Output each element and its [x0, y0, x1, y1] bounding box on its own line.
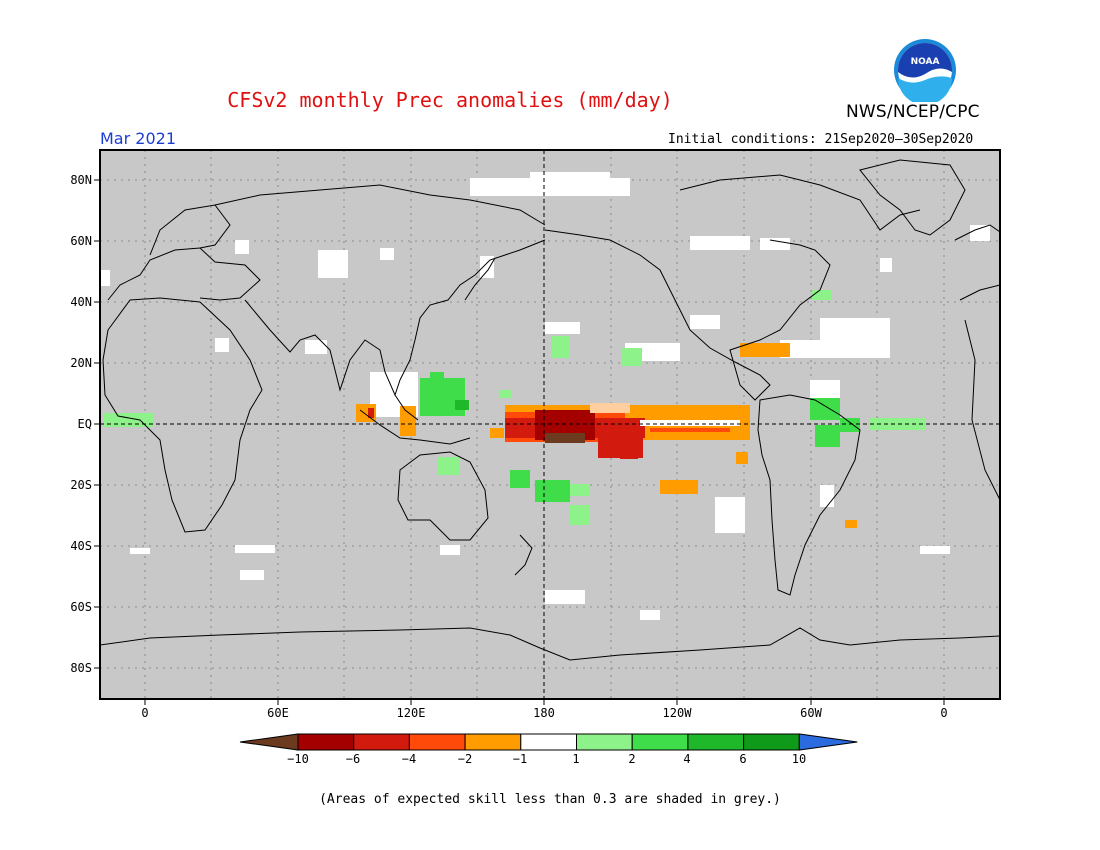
colorbar-label-2: 2	[628, 752, 636, 766]
lat-label-80n: 80N	[70, 173, 92, 187]
colorbar-arrow-high	[798, 733, 858, 751]
noaa-logo-text: NOAA	[911, 57, 940, 67]
lat-label-60s: 60S	[70, 600, 92, 614]
lat-label-eq: EQ	[77, 417, 92, 431]
colorbar-swatch	[743, 733, 800, 751]
colorbar-swatch	[297, 733, 355, 751]
lon-label-60w: 60W	[800, 706, 822, 720]
colorbar-label-neg2: −2	[457, 752, 473, 766]
lon-label-0: 0	[141, 706, 149, 720]
chart-title: CFSv2 monthly Prec anomalies (mm/day)	[227, 88, 673, 112]
month-label: Mar 2021	[100, 129, 176, 148]
colorbar-label-neg10: −10	[287, 752, 309, 766]
colorbar-swatch	[408, 733, 466, 751]
lat-label-80s: 80S	[70, 661, 92, 675]
negative-anomaly-regions	[356, 343, 857, 528]
noaa-logo: NOAA	[894, 39, 956, 102]
map-ticks	[94, 179, 945, 705]
colorbar-swatch	[353, 733, 410, 751]
coastlines	[100, 159, 1000, 661]
colorbar-swatch	[687, 733, 745, 751]
colorbar-swatch	[520, 733, 577, 751]
colorbar-label-1: 1	[572, 752, 580, 766]
org-label: NWS/NCEP/CPC	[846, 102, 980, 122]
lat-label-40s: 40S	[70, 539, 92, 553]
lat-label-20n: 20N	[70, 356, 92, 370]
skill-footnote: (Areas of expected skill less than 0.3 a…	[319, 792, 781, 807]
lat-label-60n: 60N	[70, 234, 92, 248]
lat-label-40n: 40N	[70, 295, 92, 309]
colorbar-label-neg6: −6	[345, 752, 361, 766]
colorbar-arrow-low	[239, 733, 299, 751]
colorbar-label-neg4: −4	[401, 752, 417, 766]
colorbar	[239, 733, 858, 751]
colorbar-swatch	[464, 733, 522, 751]
lon-label-60e: 60E	[267, 706, 289, 720]
colorbar-label-neg1: −1	[512, 752, 528, 766]
colorbar-swatch	[576, 733, 633, 751]
colorbar-label-6: 6	[739, 752, 747, 766]
colorbar-swatch	[631, 733, 689, 751]
colorbar-label-10: 10	[791, 752, 807, 766]
lon-label-0-right: 0	[940, 706, 948, 720]
lon-label-120w: 120W	[662, 706, 692, 720]
colorbar-label-4: 4	[683, 752, 691, 766]
lat-label-20s: 20S	[70, 478, 92, 492]
lon-label-120e: 120E	[396, 706, 426, 720]
initial-conditions-label: Initial conditions: 21Sep2020–30Sep2020	[668, 132, 974, 147]
lon-label-180: 180	[533, 706, 555, 720]
